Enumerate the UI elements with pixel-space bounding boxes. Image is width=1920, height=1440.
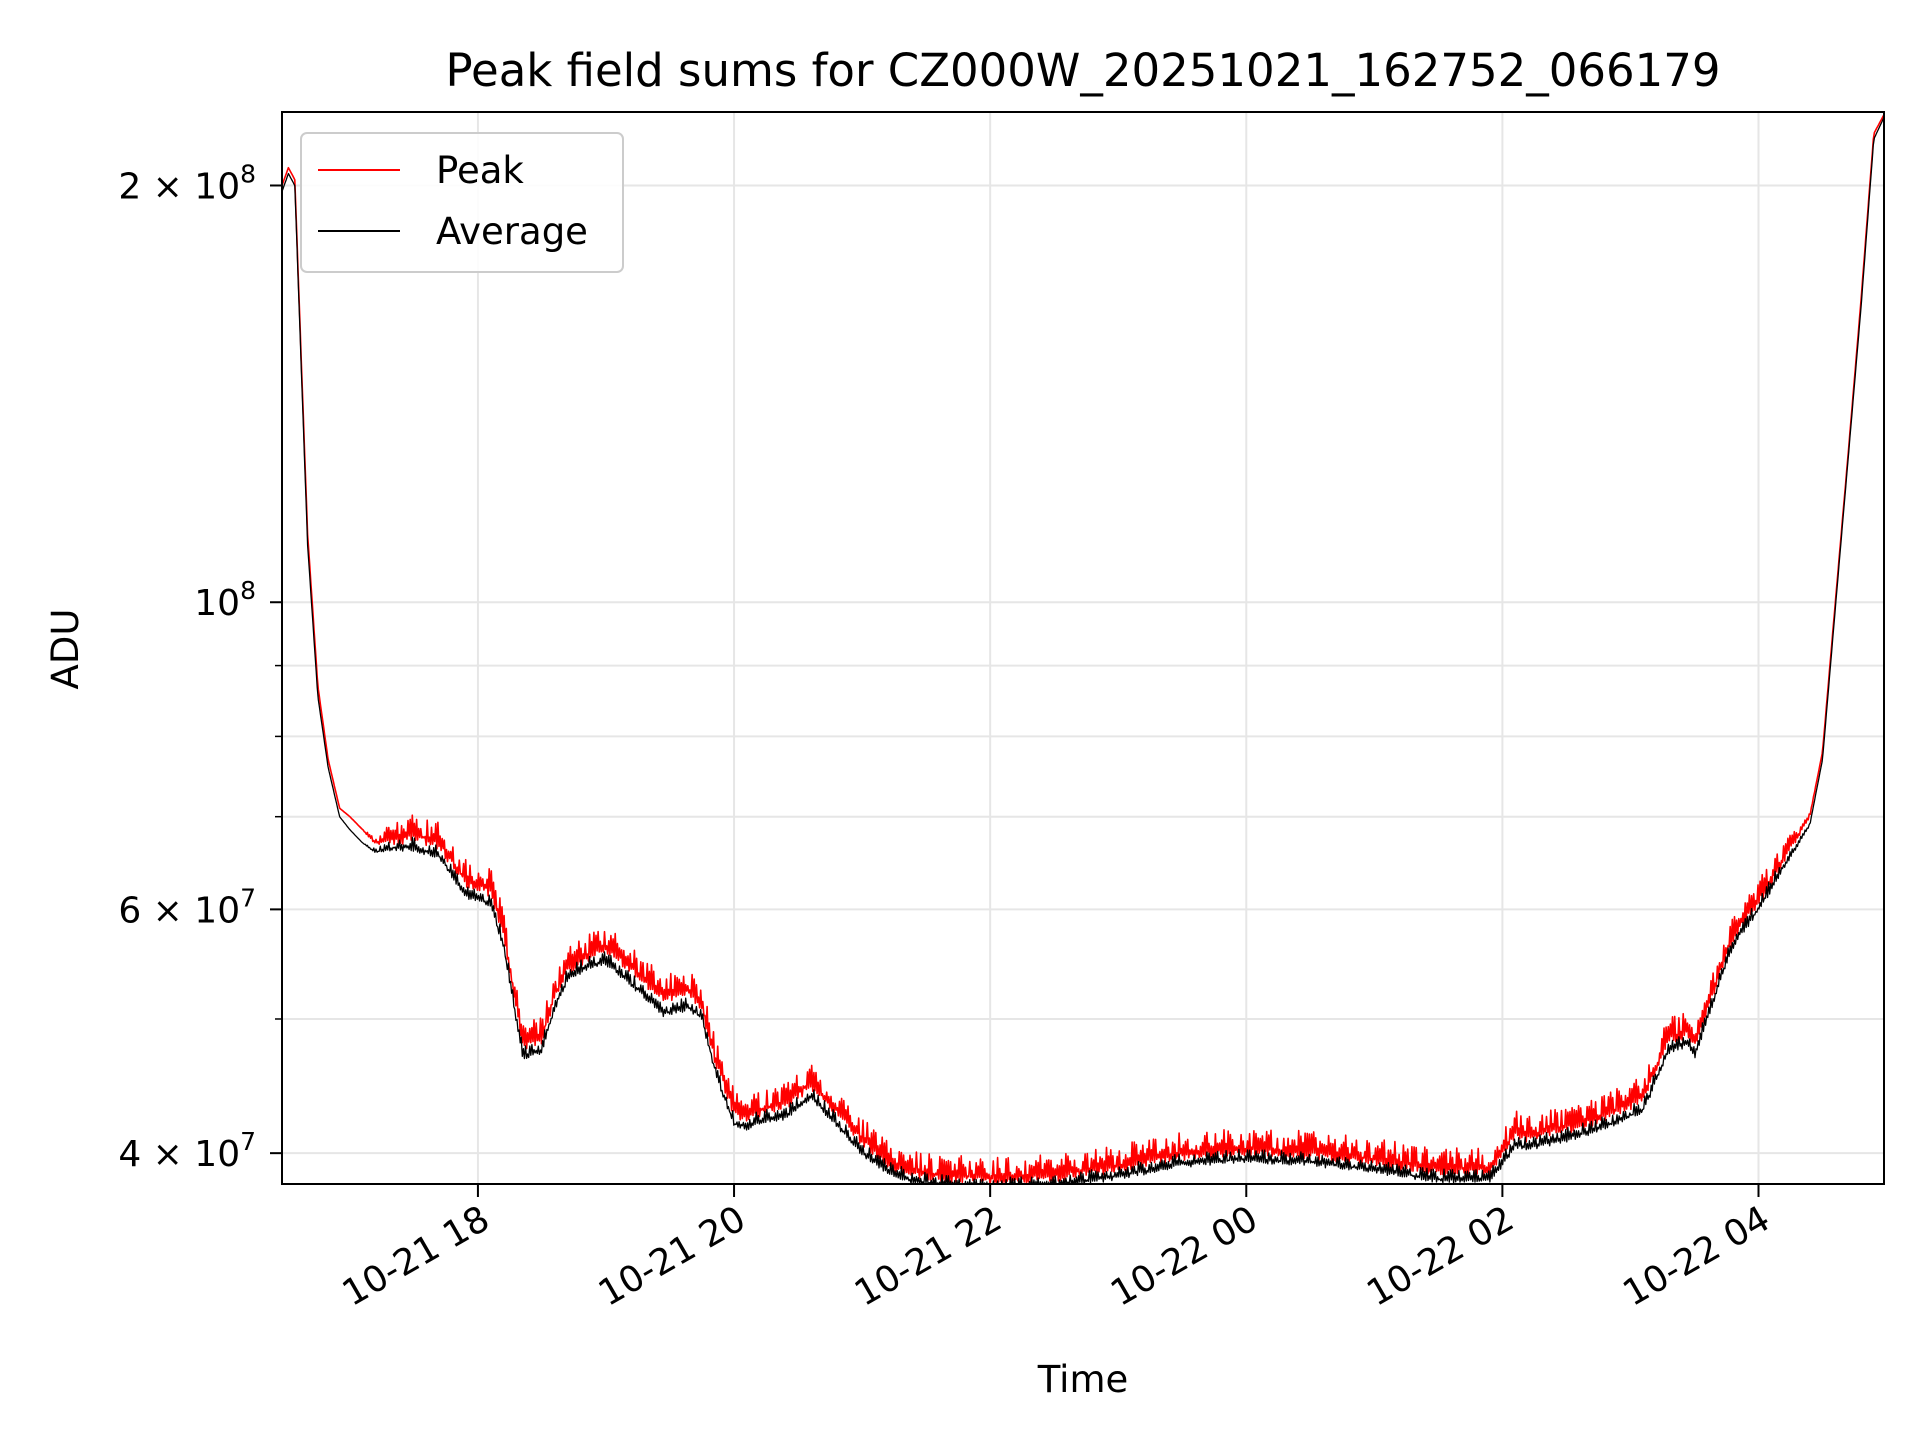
y-tick-label: 4 × 107 — [118, 1127, 256, 1175]
legend-label-peak: Peak — [436, 149, 524, 192]
y-axis-label: ADU — [44, 609, 87, 690]
series-line-average — [282, 117, 1884, 1184]
series-layer — [282, 114, 1884, 1184]
legend-frame — [300, 132, 624, 273]
grid-lines — [282, 112, 1884, 1184]
plot-frame — [281, 111, 1885, 1185]
series-line-peak — [282, 114, 1884, 1184]
x-axis-label: Time — [1037, 1358, 1129, 1401]
legend: Peak Average — [300, 132, 624, 273]
y-tick-label: 2 × 108 — [118, 159, 256, 207]
y-tick-label: 6 × 107 — [118, 883, 256, 931]
chart-title: Peak field sums for CZ000W_20251021_1627… — [445, 44, 1720, 97]
y-tick-label: 108 — [194, 576, 256, 624]
legend-label-average: Average — [436, 210, 588, 253]
